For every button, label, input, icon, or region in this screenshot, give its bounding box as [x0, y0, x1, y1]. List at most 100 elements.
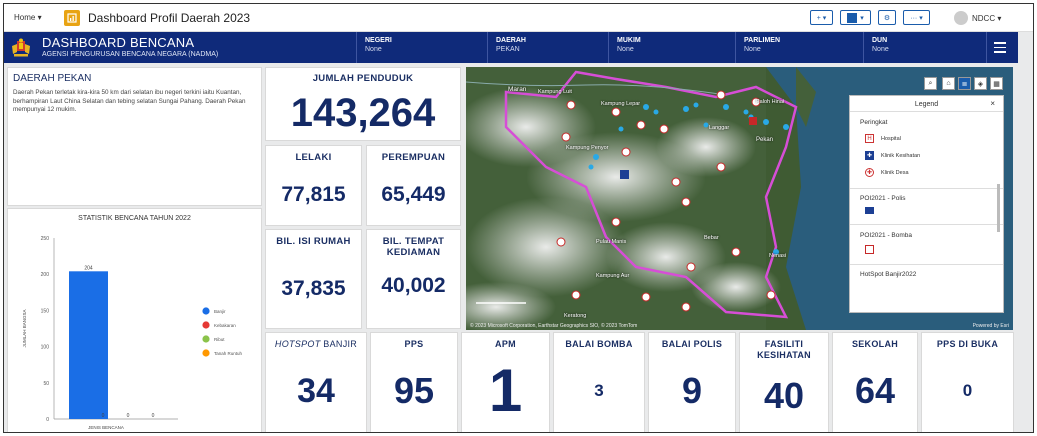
y-tick-label: 100	[41, 345, 50, 351]
hamburger-icon[interactable]	[994, 42, 1006, 56]
chart-title: STATISTIK BENCANA TAHUN 2022	[78, 215, 191, 222]
basemap-gallery-icon[interactable]: ▦	[990, 77, 1003, 90]
legend-title: Legend	[850, 96, 1003, 112]
filter-value: None	[744, 46, 761, 53]
map-label: Paloh Hinai	[756, 99, 785, 105]
stat-label: PPS DI BUKA	[936, 339, 999, 349]
stat-label: BALAI POLIS	[661, 339, 723, 349]
gear-icon: ⚙	[883, 14, 891, 22]
home-icon[interactable]: ⌂	[942, 77, 955, 90]
filter-mukim[interactable]: MUKIM None	[608, 32, 735, 63]
male-label: LELAKI	[295, 152, 332, 163]
map-label: Pulau Manis	[596, 239, 627, 245]
legend-label: Ribut	[214, 337, 225, 342]
district-info-card: DAERAH PEKAN Daerah Pekan terletak kira-…	[7, 67, 262, 206]
legend-swatch	[202, 307, 210, 315]
legend-swatch	[202, 335, 210, 343]
y-tick-label: 50	[43, 381, 49, 387]
stat-value: 0	[962, 381, 973, 400]
map-label: Pekan	[756, 137, 774, 143]
police-icon	[865, 207, 874, 214]
home-menu[interactable]: Home ▾	[14, 13, 42, 22]
filter-label: NEGERI	[365, 37, 392, 44]
stat-value: 9	[681, 370, 703, 411]
legend-label: Kebakaran	[214, 323, 236, 328]
map-legend-panel: Legend × Peringkat H Hospital ✚ Klinik Kes…	[849, 95, 1004, 313]
households-value: 37,835	[281, 277, 346, 300]
layers-icon[interactable]: ◈	[974, 77, 987, 90]
stat-value: 34	[297, 372, 335, 410]
district-description: Daerah Pekan terletak kira-kira 50 km da…	[13, 89, 246, 113]
male-card: LELAKI 77,815	[265, 145, 362, 226]
dashboard-frame: Home ▾ Dashboard Profil Daerah 2023 + ▾ …	[3, 3, 1034, 433]
map-label: Kampung Aur	[596, 273, 630, 279]
save-icon	[847, 12, 858, 23]
map-label: Nenasi	[769, 253, 787, 259]
legend-section-title: POI2021 - Bomba	[860, 232, 913, 239]
stat-label: SEKOLAH	[851, 339, 899, 349]
home-label[interactable]: Home	[14, 13, 36, 22]
save-button[interactable]: ▾	[840, 10, 871, 25]
stat-label: PPS	[404, 339, 424, 349]
stat-value: 3	[594, 381, 604, 400]
legend-section-title: HotSpot Banjir2022	[860, 271, 917, 278]
residences-card: BIL. TEMPAT KEDIAMAN 40,002	[366, 229, 461, 329]
legend-item: H Hospital	[865, 130, 1003, 147]
filter-dun[interactable]: DUN None	[863, 32, 986, 63]
crest-icon	[12, 38, 30, 57]
female-label: PEREMPUAN	[381, 152, 446, 163]
bar-data-label: 204	[84, 265, 93, 271]
close-icon[interactable]: ×	[990, 99, 995, 108]
more-options-button[interactable]: ··· ▾	[903, 10, 930, 25]
user-name: NDCC	[972, 13, 996, 23]
stat-card: PPS 95	[370, 332, 458, 432]
dashboard-header: DASHBOARD BENCANA AGENSI PENGURUSAN BENC…	[4, 32, 1018, 63]
disaster-stats-card: STATISTIK BENCANA TAHUN 2022 0 50 100 150 20…	[7, 208, 262, 432]
legend-item-label: Klinik Kesihatan	[881, 152, 921, 159]
stat-card: SEKOLAH 64	[832, 332, 918, 432]
legend-section-title: POI2021 - Polis	[860, 195, 906, 202]
legend-icon[interactable]: ≣	[958, 77, 971, 90]
filter-parlimen[interactable]: PARLIMEN None	[735, 32, 863, 63]
map-label: Kampung Luit	[538, 89, 572, 95]
stat-card: PPS DI BUKA 0	[921, 332, 1014, 432]
residences-value: 40,002	[381, 274, 446, 297]
add-button[interactable]: + ▾	[810, 10, 833, 25]
district-map[interactable]: Maran Kampung Luit Kampung Lepar Kampung…	[466, 67, 1013, 330]
toolbar: + ▾ ▾ ⚙ ··· ▾	[810, 10, 930, 25]
stat-label: FASILITI KESIHATAN	[757, 339, 811, 360]
filter-label: PARLIMEN	[744, 37, 781, 44]
households-label: BIL. ISI RUMAH	[276, 236, 351, 247]
stat-card: BALAI POLIS 9	[648, 332, 736, 432]
total-population-card: JUMLAH PENDUDUK 143,264	[265, 67, 461, 141]
stat-card: APM 1	[461, 332, 550, 432]
y-tick-label: 200	[41, 272, 50, 278]
settings-button[interactable]: ⚙	[878, 10, 896, 25]
district-title: DAERAH PEKAN	[13, 73, 92, 84]
map-label: Maran	[508, 86, 527, 93]
map-search-icon[interactable]: ⌕	[924, 77, 937, 90]
esri-credit[interactable]: Powered by Esri	[972, 323, 1009, 329]
disaster-bar-chart: 0 50 100 150 200 250 204 0 0 0 JUMLAH BANGSA JENIS …	[22, 236, 243, 430]
bar	[69, 271, 108, 419]
legend-divider	[850, 264, 1003, 271]
filter-negeri[interactable]: NEGERI None	[356, 32, 487, 63]
legend-swatch	[202, 349, 210, 357]
dashboard-subtitle: AGENSI PENGURUSAN BENCANA NEGARA (NADMA)	[42, 51, 219, 58]
households-card: BIL. ISI RUMAH 37,835	[265, 229, 362, 329]
ellipsis-icon: ··· ▾	[910, 14, 923, 22]
map-label: Bebar	[704, 235, 719, 241]
total-population-label: JUMLAH PENDUDUK	[312, 73, 414, 84]
filter-daerah[interactable]: DAERAH PEKAN	[487, 32, 608, 63]
village-clinic-icon: ✚	[865, 168, 874, 177]
legend-item: ✚ Klinik Kesihatan	[865, 147, 1003, 164]
fire-station-icon	[865, 245, 874, 254]
legend-scrollbar[interactable]	[997, 184, 1000, 232]
hospital-icon: H	[865, 134, 874, 143]
map-label: Langgar	[709, 125, 730, 131]
stat-label-text: BANJIR	[320, 339, 358, 349]
user-menu[interactable]: NDCC ▾	[954, 11, 1001, 25]
map-label: Kampung Penyor	[566, 145, 609, 151]
map-attribution: © 2023 Microsoft Corporation, Earthstar …	[470, 323, 638, 329]
legend-divider	[850, 224, 1003, 232]
